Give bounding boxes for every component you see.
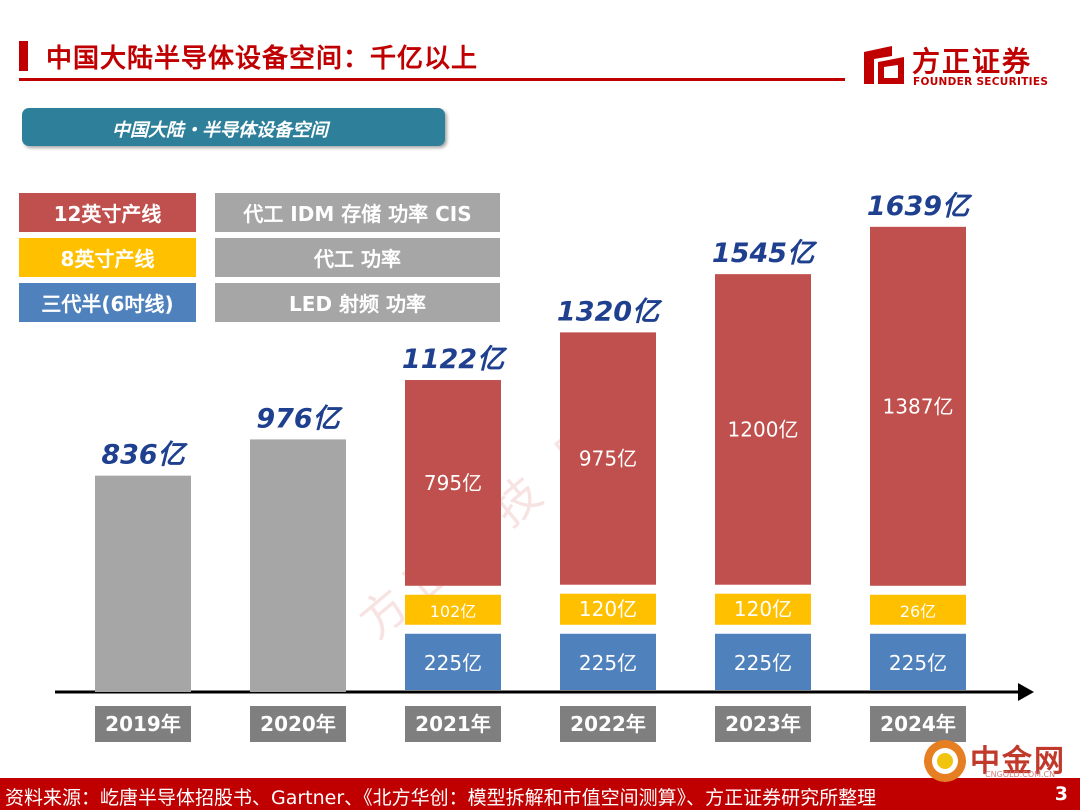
footer-bar: 资料来源：屹唐半导体招股书、Gartner、《北方华创：模型拆解和市值空间测算》… <box>0 778 1080 810</box>
legend-key-6inch: 三代半(6吋线) <box>19 283 196 322</box>
bar-seg-1-2 <box>405 594 501 625</box>
year-box <box>95 706 191 742</box>
year-label: 2024年 <box>880 712 956 736</box>
segment-label: 225亿 <box>424 651 482 675</box>
total-label: 1320亿 <box>557 296 663 327</box>
year-label: 2023年 <box>725 712 801 736</box>
bar-seg-0-3 <box>560 633 656 690</box>
year-box <box>870 706 966 742</box>
brand-name-cn: 方正证券 <box>912 45 1033 78</box>
bar-seg-2-3 <box>560 332 656 585</box>
segment-label: 225亿 <box>889 651 947 675</box>
segment-label: 102亿 <box>430 602 477 621</box>
segment-label: 975亿 <box>579 447 637 471</box>
segment-label: 120亿 <box>579 597 637 621</box>
page-number: 3 <box>1054 783 1068 805</box>
subtitle-text: 中国大陆・半导体设备空间 <box>112 120 328 141</box>
bar-seg-2-2 <box>405 380 501 586</box>
bar-seg-2-4 <box>715 274 811 585</box>
total-label: 976亿 <box>256 403 343 434</box>
segment-label: 795亿 <box>424 471 482 495</box>
bar-seg-0-4 <box>715 633 811 690</box>
legend-key-12inch: 12英寸产线 <box>19 193 196 232</box>
legend-desc-8inch: 代工 功率 <box>215 238 500 277</box>
title-divider <box>19 78 845 81</box>
bar-seg-1-5 <box>870 594 966 625</box>
brand-name-en: FOUNDER SECURITIES <box>913 76 1049 88</box>
year-label: 2021年 <box>415 712 491 736</box>
legend-key-8inch: 8英寸产线 <box>19 238 196 277</box>
cngold-watermark-en: CNGOLD.COM.CN <box>985 770 1056 779</box>
year-box <box>715 706 811 742</box>
segment-label: 26亿 <box>900 602 936 621</box>
bar-seg-2-5 <box>870 226 966 586</box>
cngold-watermark-cn: 中金网 <box>970 744 1066 779</box>
segment-label: 1387亿 <box>883 394 954 418</box>
segment-label: 1200亿 <box>728 417 799 441</box>
stacked-bar-chart: 方正科技 陈杭836亿2019年976亿2020年225亿102亿795亿112… <box>55 191 1034 742</box>
legend-desc-6inch: LED 射频 功率 <box>215 283 500 322</box>
total-label: 1545亿 <box>712 238 818 269</box>
founder-logo-icon <box>864 46 904 84</box>
bar-total-1 <box>250 439 346 692</box>
bar-total-0 <box>95 475 191 692</box>
year-box <box>250 706 346 742</box>
bar-seg-1-3 <box>560 593 656 625</box>
bar-seg-1-4 <box>715 593 811 625</box>
legend-desc-12inch: 代工 IDM 存储 功率 CIS <box>215 193 500 232</box>
year-label: 2019年 <box>105 712 181 736</box>
page-title: 中国大陆半导体设备空间：千亿以上 <box>46 44 479 74</box>
segment-label: 225亿 <box>734 651 792 675</box>
title-accent-bar <box>19 41 28 71</box>
total-label: 836亿 <box>101 440 188 471</box>
source-note: 资料来源：屹唐半导体招股书、Gartner、《北方华创：模型拆解和市值空间测算》… <box>5 787 877 809</box>
year-box <box>405 706 501 742</box>
total-label: 1639亿 <box>867 191 973 222</box>
bar-seg-0-5 <box>870 633 966 690</box>
year-label: 2020年 <box>260 712 336 736</box>
segment-label: 225亿 <box>579 651 637 675</box>
year-label: 2022年 <box>570 712 646 736</box>
total-label: 1122亿 <box>402 344 508 375</box>
subtitle-banner: 中国大陆・半导体设备空间 <box>22 108 445 146</box>
segment-label: 120亿 <box>734 597 792 621</box>
bar-seg-0-2 <box>405 633 501 690</box>
x-axis-arrow <box>1018 683 1034 701</box>
year-box <box>560 706 656 742</box>
cngold-logo-icon <box>924 740 966 782</box>
